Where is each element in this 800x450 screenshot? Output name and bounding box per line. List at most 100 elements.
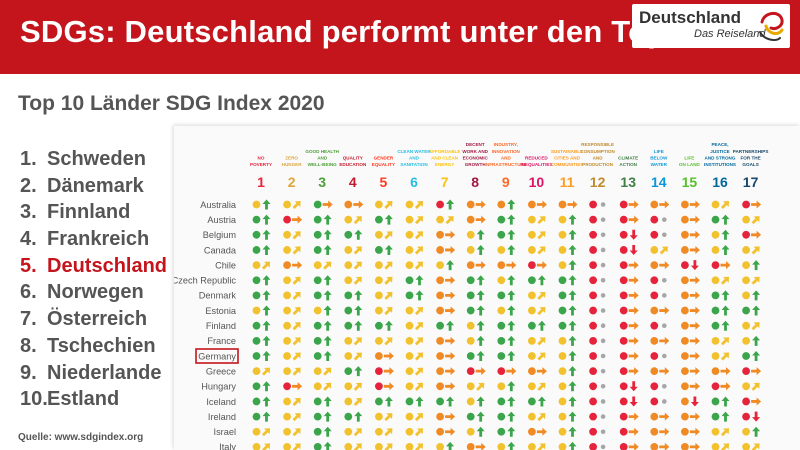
trend-arrow-shape <box>353 276 362 285</box>
trend-arrow-icon <box>629 381 638 392</box>
trend-arrow-icon <box>445 367 456 376</box>
trend-arrow-shape <box>384 428 393 437</box>
status-dot <box>589 200 597 209</box>
goal-number: 3 <box>318 174 326 190</box>
status-dot <box>405 261 414 269</box>
trend-arrow-shape <box>476 396 485 407</box>
trend-arrow-shape <box>262 381 271 392</box>
ranking-country-name: Niederlande <box>47 361 162 384</box>
trend-arrow-icon <box>384 337 393 346</box>
trend-arrow-icon <box>507 244 516 255</box>
trend-arrow-icon <box>414 246 424 255</box>
trend-arrow-shape <box>689 230 700 239</box>
status-dot <box>466 412 475 421</box>
status-dot <box>313 306 322 315</box>
trend-arrow-icon <box>262 275 271 286</box>
trend-arrow-icon <box>414 307 424 316</box>
trend-arrow-shape <box>721 229 730 240</box>
trend-arrow-shape <box>689 276 700 285</box>
trend-arrow-icon <box>323 261 332 270</box>
section-subtitle: Top 10 Länder SDG Index 2020 <box>18 92 325 115</box>
status-dot <box>313 397 322 406</box>
trend-arrow-shape <box>262 199 271 210</box>
trend-arrow-icon <box>384 244 393 255</box>
trend-arrow-icon <box>323 214 332 225</box>
trend-arrow-icon <box>292 200 301 210</box>
trend-arrow-shape <box>507 305 516 316</box>
goal-number: 17 <box>743 174 759 190</box>
status-dot <box>344 246 353 254</box>
trend-arrow-shape <box>689 306 700 315</box>
trend-arrow-shape <box>414 382 424 391</box>
trend-arrow-shape <box>720 276 730 285</box>
goal-label: ZERO <box>285 155 298 160</box>
trend-arrow-shape <box>292 246 301 255</box>
country-label: Belgium <box>203 230 237 240</box>
status-dot <box>497 321 506 330</box>
trend-arrow-icon <box>292 443 301 450</box>
trend-arrow-shape <box>414 428 424 437</box>
trend-arrow-shape <box>476 305 485 316</box>
status-dot <box>405 215 414 224</box>
trend-arrow-icon <box>262 305 271 316</box>
status-dot <box>497 336 506 345</box>
trend-arrow-icon <box>752 290 761 301</box>
trend-arrow-icon <box>354 411 363 422</box>
trend-arrow-icon <box>507 214 516 225</box>
trend-dot <box>662 384 667 389</box>
trend-arrow-icon <box>354 290 363 301</box>
status-dot <box>681 230 689 239</box>
trend-arrow-icon <box>383 352 394 360</box>
trend-dot <box>662 277 667 283</box>
status-dot <box>313 291 322 300</box>
trend-arrow-shape <box>415 396 424 407</box>
trend-arrow-icon <box>752 411 761 422</box>
trend-arrow-shape <box>446 199 455 210</box>
goal-label: WELL-BEING <box>308 162 338 167</box>
trend-arrow-shape <box>262 335 271 346</box>
trend-arrow-icon <box>475 261 486 270</box>
trend-arrow-icon <box>476 229 485 240</box>
trend-arrow-shape <box>323 229 332 240</box>
trend-arrow-shape <box>262 396 271 407</box>
status-dot <box>313 336 322 345</box>
trend-arrow-icon <box>628 276 639 285</box>
trend-arrow-shape <box>445 427 456 436</box>
trend-arrow-icon <box>414 200 424 210</box>
status-dot <box>650 246 659 254</box>
trend-arrow-icon <box>261 261 271 270</box>
trend-arrow-shape <box>720 261 731 270</box>
status-dot <box>558 261 567 269</box>
trend-arrow-shape <box>323 320 332 331</box>
status-dot <box>528 200 536 209</box>
ranking-country-name: Finnland <box>47 201 131 224</box>
trend-arrow-icon <box>659 246 668 255</box>
status-dot <box>711 246 720 254</box>
trend-arrow-shape <box>537 382 546 391</box>
status-dot <box>283 367 291 376</box>
trend-arrow-icon <box>476 320 485 331</box>
trend-arrow-icon <box>537 382 546 391</box>
trend-arrow-icon <box>568 290 577 301</box>
trend-arrow-shape <box>476 382 485 391</box>
trend-arrow-icon <box>628 291 639 300</box>
trend-arrow-icon <box>414 261 424 270</box>
trend-arrow-icon <box>689 412 700 421</box>
status-dot <box>589 382 597 391</box>
trend-arrow-shape <box>475 442 486 450</box>
country-label: Czech Republic <box>174 276 236 286</box>
trend-arrow-icon <box>384 231 393 240</box>
status-dot <box>528 427 536 436</box>
trend-arrow-shape <box>507 244 516 255</box>
trend-arrow-shape <box>292 443 301 450</box>
status-dot <box>650 261 659 269</box>
trend-arrow-shape <box>689 382 700 391</box>
trend-arrow-icon <box>384 428 393 437</box>
status-dot <box>742 367 750 376</box>
trend-arrow-shape <box>292 413 301 422</box>
trend-arrow-shape <box>445 230 456 239</box>
trend-arrow-shape <box>536 427 547 436</box>
trend-arrow-icon <box>292 215 303 224</box>
status-dot <box>619 321 628 330</box>
trend-arrow-icon <box>292 291 301 300</box>
